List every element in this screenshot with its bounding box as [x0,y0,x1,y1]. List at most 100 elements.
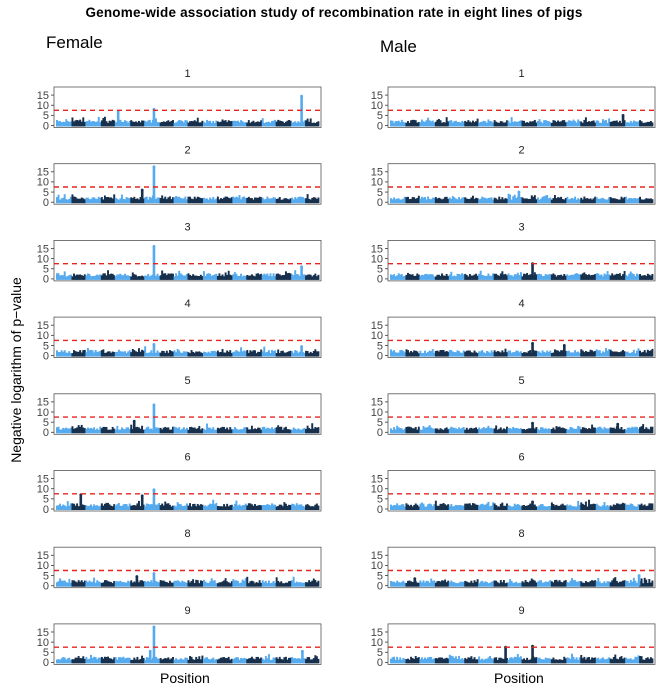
snp-points [284,271,287,280]
snp-points [609,197,612,204]
snp-points [622,502,625,510]
snp-points [65,199,68,204]
snp-points [113,428,116,434]
snp-points [467,582,470,587]
snp-points [303,352,306,357]
snp-points [557,505,560,510]
snp-points [294,658,297,664]
snp-points [269,352,272,357]
snp-points [272,273,275,280]
snp-points [515,121,518,127]
snp-points [484,276,487,280]
snp-points [567,120,570,127]
y-tick-label: 10 [371,637,383,649]
snp-points [594,350,597,357]
snp-points [258,580,261,587]
snp-points [185,582,188,587]
snp-points [298,351,301,357]
snp-points [193,196,196,204]
snp-points [257,351,260,357]
snp-points [606,122,609,127]
snp-points [199,198,202,204]
snp-points [237,657,239,664]
panel-frame [53,163,322,205]
snp-points [69,427,72,434]
snp-points [622,429,625,434]
snp-points [176,196,179,204]
snp-points [442,580,445,587]
snp-points [598,275,601,280]
snp-points [185,199,188,204]
snp-points [240,657,243,664]
snp-points [122,121,125,127]
snp-peak [152,489,156,509]
snp-points [543,120,546,127]
snp-points [184,275,187,280]
snp-points [489,655,491,664]
snp-points [93,275,96,280]
snp-points [204,276,207,280]
snp-points [133,350,136,357]
snp-points [552,120,555,127]
snp-points [141,349,144,357]
snp-points [59,275,62,280]
chart-title: Genome-wide association study of recombi… [85,5,583,20]
panel-label: 3 [518,221,524,233]
snp-points [189,656,191,664]
snp-points [603,273,606,280]
panel-frame [387,316,656,359]
snp-points [461,197,464,204]
snp-points [280,426,283,434]
snp-points [213,429,216,434]
snp-points [543,428,546,434]
snp-points [86,121,89,127]
snp-points [122,198,125,204]
snp-points [632,505,635,510]
snp-points [405,659,408,664]
snp-points [594,503,597,510]
snp-points [482,197,485,204]
snp-points [479,198,482,204]
snp-points [233,658,236,664]
snp-points [221,657,224,664]
snp-points [451,122,454,127]
snp-points [206,273,209,280]
panel-label: 2 [518,145,524,157]
snp-points [651,199,654,204]
snp-points [420,502,423,510]
snp-points [642,275,645,280]
snp-points [603,581,606,587]
snp-points [598,350,601,357]
snp-points [400,199,403,204]
snp-points [124,582,127,587]
snp-points [400,428,403,434]
snp-points [257,427,260,434]
snp-points [114,276,117,280]
x-axis-label-male: Position [494,670,544,686]
snp-points [645,658,648,664]
snp-peak [79,494,83,509]
snp-points [137,120,140,127]
snp-points [626,580,629,587]
snp-points [103,195,106,204]
snp-points [117,199,120,204]
snp-points [567,199,570,204]
snp-points [263,659,266,664]
snp-points [583,196,586,204]
snp-points [292,427,295,434]
snp-points [618,120,621,127]
snp-points [482,427,485,434]
snp-points [86,582,89,587]
snp-points [648,350,651,357]
snp-points [261,580,264,587]
snp-points [86,347,89,357]
snp-points [434,197,437,204]
snp-points [182,506,185,510]
snp-points [456,199,459,204]
snp-points [411,119,414,127]
snp-points [202,658,205,664]
snp-points [441,273,443,280]
snp-points [471,582,474,587]
snp-points [249,503,252,510]
snp-points [173,659,176,664]
